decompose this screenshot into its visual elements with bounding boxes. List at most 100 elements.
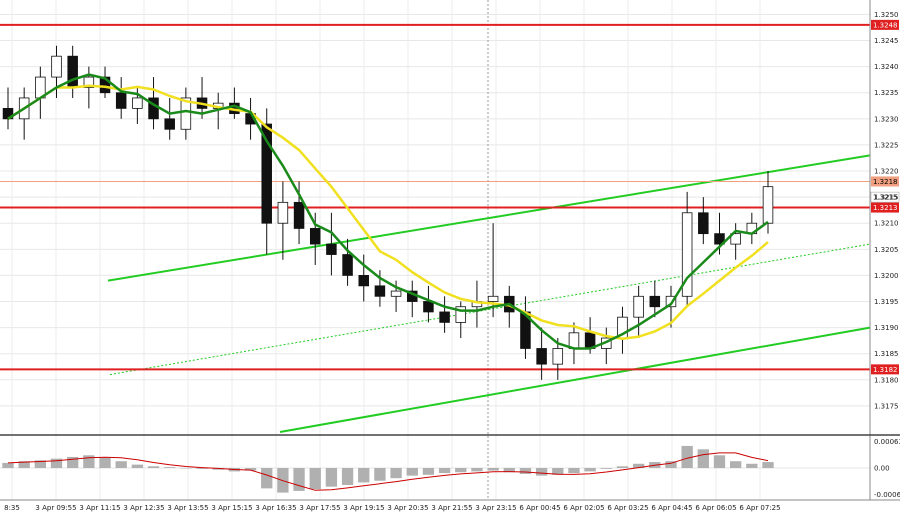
time-tick-label: 6 Apr 00:45 [519, 504, 560, 512]
histogram-bar [552, 468, 564, 475]
histogram-bar [730, 461, 742, 468]
channel-lower-line [279, 326, 871, 433]
last-price-label: 1.3215 [873, 194, 898, 202]
histogram-bar [325, 468, 338, 487]
histogram-bar [374, 468, 386, 481]
price-tick-label: 1.3180 [874, 376, 899, 384]
time-tick-label: 6 Apr 03:25 [607, 504, 648, 512]
price-tick-label: 1.3240 [874, 63, 899, 71]
histogram-bar [406, 468, 418, 476]
channel-mid-line [109, 243, 871, 376]
candle-body [665, 295, 677, 308]
histogram-bar [244, 468, 257, 471]
candle-body [309, 228, 321, 245]
histogram-bar [535, 468, 548, 476]
trend-channel [107, 154, 871, 433]
price-tick-label: 1.3215 [874, 194, 899, 202]
candle-body [132, 97, 143, 109]
time-tick-label: 6 Apr 02:05 [563, 504, 604, 512]
level-lines: 1.3248 1.3213 1.3182 1.3218 1.3215 [0, 19, 900, 375]
last-price-box [870, 191, 900, 203]
candle-body [342, 254, 353, 276]
histogram-bar [83, 455, 95, 468]
price-tick-label: 1.3185 [874, 350, 899, 358]
time-axis-labels: 8:35 3 Apr 09:55 3 Apr 11:15 3 Apr 12:35 3 A… [4, 504, 780, 512]
level-label: 1.3182 [873, 366, 898, 374]
time-tick-label: 3 Apr 13:55 [167, 504, 208, 512]
histogram-bar [67, 456, 79, 468]
oscillator-tick-label: 0.00063 [874, 438, 900, 446]
candle-body [649, 295, 661, 308]
candles [2, 45, 774, 380]
time-tick-label: 3 Apr 19:15 [343, 504, 384, 512]
oscillator [0, 445, 870, 493]
histogram-bar [196, 468, 208, 469]
price-tick-label: 1.3230 [874, 115, 899, 123]
histogram-bar [519, 468, 532, 474]
candle-body [681, 212, 693, 297]
histogram-bar [358, 468, 370, 483]
signal-line [7, 452, 769, 491]
histogram-bar [115, 461, 127, 468]
histogram-bar [503, 468, 515, 473]
histogram-bar [422, 468, 435, 475]
time-tick-label: 3 Apr 11:15 [79, 504, 120, 512]
histogram-bar [697, 449, 709, 468]
candle-body [552, 348, 564, 365]
time-tick-label: 8:35 [4, 504, 20, 512]
level-label-box [871, 19, 899, 30]
level-label: 1.3248 [873, 21, 898, 29]
histogram-bar [665, 461, 677, 468]
candle-body [374, 285, 386, 297]
level-label: 1.3213 [873, 204, 898, 212]
histogram-bar [762, 462, 774, 468]
candle-body [2, 107, 14, 120]
histogram-bar [99, 457, 111, 468]
histogram-bar [600, 468, 612, 469]
price-tick-label: 1.3190 [874, 324, 899, 332]
price-tick-label: 1.3225 [874, 141, 899, 149]
candle-body [730, 233, 741, 245]
histogram-bar [471, 468, 483, 472]
histogram-bar [18, 461, 30, 468]
histogram-bar [455, 468, 467, 473]
price-tick-label: 1.3210 [874, 220, 899, 228]
price-tick-label: 1.3200 [874, 272, 899, 280]
histogram-bar [584, 468, 596, 472]
channel-upper-line [107, 154, 871, 282]
current-price-label: 1.3218 [873, 178, 898, 186]
candle-body [439, 311, 450, 323]
candle-body [633, 295, 644, 318]
histogram-bar [746, 463, 758, 468]
slow-moving-average [7, 84, 769, 340]
fast-moving-average [7, 73, 769, 350]
price-tick-label: 1.3235 [874, 89, 899, 97]
candle-body [277, 201, 289, 224]
histogram-bar [390, 468, 402, 479]
time-tick-label: 3 Apr 23:15 [475, 504, 516, 512]
time-tick-label: 3 Apr 17:55 [299, 504, 340, 512]
current-price-box [871, 176, 899, 187]
histogram-bar [568, 468, 580, 474]
candle-body [762, 186, 774, 224]
time-tick-label: 3 Apr 20:35 [387, 504, 428, 512]
oscillator-tick-label: 0.00 [874, 465, 890, 473]
histogram-bar [131, 464, 144, 468]
candle-body [164, 118, 175, 130]
time-tick-label: 3 Apr 21:55 [431, 504, 472, 512]
histogram-bar [34, 460, 46, 468]
price-axis-labels: 1.3250 1.3245 1.3240 1.3235 1.3230 1.3225 1.32… [874, 11, 900, 499]
level-label-box [871, 364, 899, 375]
time-tick-label: 3 Apr 15:15 [211, 504, 252, 512]
time-tick-label: 6 Apr 04:45 [651, 504, 692, 512]
candle-body [115, 92, 127, 109]
price-tick-label: 1.3245 [874, 37, 899, 45]
candle-body [455, 306, 467, 323]
candle-body [83, 76, 95, 88]
histogram-bar [632, 463, 645, 468]
price-tick-label: 1.3205 [874, 246, 899, 254]
histogram-bar [341, 468, 354, 485]
candle-body [423, 301, 434, 313]
histogram-bar [616, 466, 629, 468]
candle-body [390, 290, 402, 297]
